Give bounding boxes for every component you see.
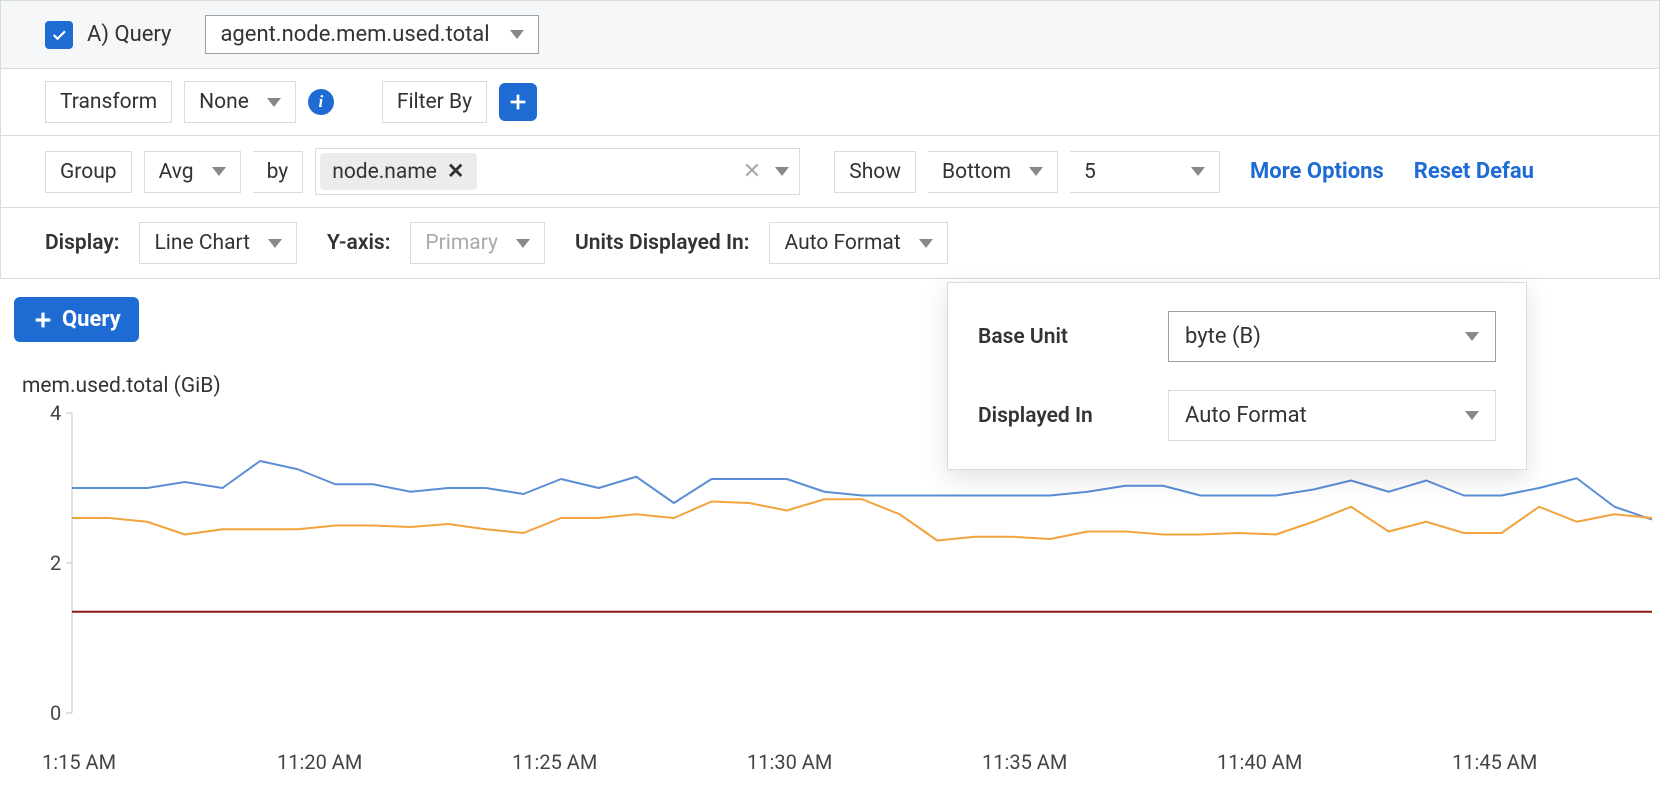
- chevron-down-icon: [1029, 167, 1043, 176]
- yaxis-select[interactable]: Primary: [410, 222, 545, 264]
- chevron-down-icon: [267, 98, 281, 107]
- chevron-down-icon: [1191, 167, 1205, 176]
- chevron-down-icon: [775, 167, 789, 176]
- chevron-down-icon: [268, 239, 282, 248]
- displayed-in-row: Displayed In Auto Format: [978, 390, 1496, 441]
- displayed-in-value: Auto Format: [1185, 403, 1307, 428]
- chip-input-clear[interactable]: ✕: [739, 159, 765, 184]
- x-tick-label: 11:35 AM: [982, 750, 1067, 774]
- x-tick-label: 11:25 AM: [512, 750, 597, 774]
- display-type-value: Line Chart: [154, 231, 250, 255]
- chevron-down-icon: [212, 167, 226, 176]
- filter-by-label: Filter By: [382, 81, 487, 123]
- query-header-bar: A) Query agent.node.mem.used.total: [0, 0, 1660, 69]
- add-query-button[interactable]: Query: [14, 297, 139, 342]
- query-label: A) Query: [87, 22, 171, 47]
- plus-icon: [32, 309, 54, 331]
- yaxis-value: Primary: [425, 231, 498, 255]
- display-row: Display: Line Chart Y-axis: Primary Unit…: [0, 208, 1660, 279]
- units-select[interactable]: Auto Format: [769, 222, 947, 264]
- base-unit-label: Base Unit: [978, 325, 1148, 349]
- x-tick-label: 11:30 AM: [747, 750, 832, 774]
- x-tick-label: 11:40 AM: [1217, 750, 1302, 774]
- y-tick-label: 4: [50, 401, 61, 425]
- displayed-in-label: Displayed In: [978, 404, 1148, 428]
- transform-value: None: [199, 90, 249, 114]
- plus-icon: [507, 91, 529, 113]
- show-label: Show: [834, 151, 916, 193]
- transform-row: Transform None i Filter By: [0, 69, 1660, 136]
- query-enabled-checkbox[interactable]: [45, 21, 73, 49]
- displayed-in-select[interactable]: Auto Format: [1168, 390, 1496, 441]
- units-value: Auto Format: [784, 231, 900, 255]
- transform-select[interactable]: None: [184, 81, 296, 123]
- base-unit-value: byte (B): [1185, 324, 1261, 349]
- metric-value: agent.node.mem.used.total: [220, 22, 489, 47]
- y-tick-label: 2: [50, 551, 61, 575]
- x-tick-label: 11:20 AM: [277, 750, 362, 774]
- show-count-value: 5: [1084, 160, 1096, 184]
- show-count-select[interactable]: 5: [1070, 151, 1220, 193]
- units-label: Units Displayed In:: [575, 231, 750, 255]
- chevron-down-icon: [1465, 332, 1479, 341]
- group-agg-select[interactable]: Avg: [144, 151, 241, 193]
- group-chip: node.name ✕: [320, 153, 476, 190]
- metric-select[interactable]: agent.node.mem.used.total: [205, 15, 538, 54]
- chevron-down-icon: [510, 30, 524, 39]
- x-tick-label: 11:45 AM: [1452, 750, 1537, 774]
- base-unit-row: Base Unit byte (B): [978, 311, 1496, 362]
- group-by-input[interactable]: node.name ✕ ✕: [315, 148, 800, 195]
- transform-label: Transform: [45, 81, 172, 123]
- x-tick-label: 1:15 AM: [42, 750, 116, 774]
- by-label: by: [253, 151, 304, 193]
- display-type-select[interactable]: Line Chart: [139, 222, 297, 264]
- reset-defaults-link[interactable]: Reset Defau: [1414, 159, 1534, 184]
- add-filter-button[interactable]: [499, 83, 537, 121]
- group-row: Group Avg by node.name ✕ ✕ Show Bottom 5…: [0, 136, 1660, 208]
- info-icon[interactable]: i: [308, 89, 334, 115]
- y-tick-label: 0: [50, 701, 61, 725]
- add-query-label: Query: [62, 307, 121, 332]
- chevron-down-icon: [516, 239, 530, 248]
- check-icon: [50, 26, 68, 44]
- group-chip-text: node.name: [332, 160, 437, 184]
- show-which-value: Bottom: [942, 160, 1011, 184]
- chevron-down-icon: [919, 239, 933, 248]
- base-unit-select[interactable]: byte (B): [1168, 311, 1496, 362]
- units-popover: Base Unit byte (B) Displayed In Auto For…: [947, 282, 1527, 470]
- yaxis-label: Y-axis:: [327, 231, 390, 255]
- group-agg-value: Avg: [159, 160, 194, 184]
- more-options-link[interactable]: More Options: [1250, 159, 1384, 184]
- chevron-down-icon: [1465, 411, 1479, 420]
- group-label: Group: [45, 151, 132, 193]
- show-which-select[interactable]: Bottom: [928, 151, 1058, 193]
- display-label: Display:: [45, 231, 119, 255]
- chip-remove-button[interactable]: ✕: [447, 159, 465, 184]
